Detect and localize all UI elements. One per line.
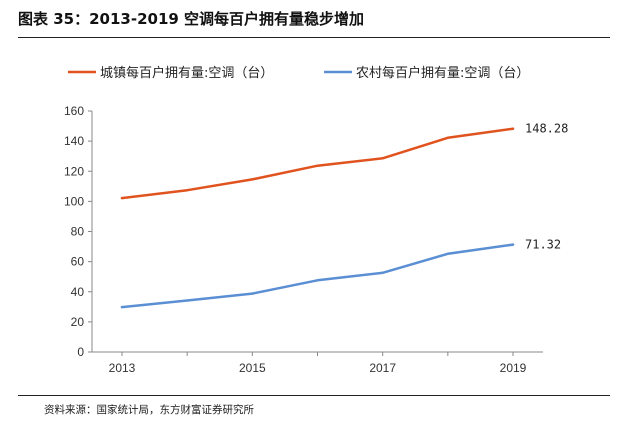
y-tick-label: 120 (64, 164, 84, 178)
title-divider (18, 37, 610, 38)
data-point (316, 164, 319, 167)
y-tick-label: 0 (77, 345, 84, 359)
y-tick-label: 60 (71, 255, 85, 269)
series-line-rural (120, 243, 515, 309)
y-tick-label: 140 (64, 134, 84, 148)
source-divider (18, 395, 610, 396)
x-tick-label: 2019 (500, 361, 527, 375)
data-point (511, 243, 515, 246)
data-point (511, 127, 515, 130)
data-point (446, 252, 450, 255)
data-labels: 148.28 71.32 (525, 122, 568, 252)
data-point (185, 189, 189, 192)
data-point (381, 271, 384, 274)
y-tick-label: 80 (71, 225, 85, 239)
x-tick-label: 2017 (369, 361, 396, 375)
x-tick-label: 2015 (239, 361, 266, 375)
data-point (120, 196, 124, 200)
y-axis-ticks: 0 20 40 60 80 100 120 140 160 (64, 104, 92, 359)
end-value-label: 71.32 (525, 238, 561, 252)
data-point (446, 136, 450, 140)
data-point (251, 292, 254, 295)
y-tick-label: 100 (64, 194, 84, 208)
legend: 城镇每百户拥有量:空调（台） 农村每百户拥有量:空调（台） (68, 65, 529, 81)
data-point (381, 157, 384, 160)
legend-label-rural: 农村每百户拥有量:空调（台） (356, 65, 529, 81)
series-line-urban (120, 127, 515, 200)
y-tick-label: 20 (71, 315, 85, 329)
line-chart: 城镇每百户拥有量:空调（台） 农村每百户拥有量:空调（台） 0 20 40 60 80 1… (64, 65, 568, 375)
data-point (185, 299, 189, 302)
y-tick-label: 160 (64, 104, 84, 118)
x-axis-ticks: 2013 2015 2017 2019 (109, 352, 527, 375)
end-value-label: 148.28 (525, 122, 568, 136)
source-note: 资料来源：国家统计局，东方财富证券研究所 (44, 404, 254, 416)
legend-label-urban: 城镇每百户拥有量:空调（台） (100, 65, 273, 81)
x-tick-label: 2013 (109, 361, 136, 375)
figure-title: 图表 35：2013-2019 空调每百户拥有量稳步增加 (18, 10, 365, 28)
data-point (316, 279, 319, 282)
y-tick-label: 40 (71, 285, 85, 299)
series-lines (120, 127, 515, 309)
data-point (251, 178, 254, 181)
data-point (120, 305, 124, 309)
axes (91, 111, 543, 353)
